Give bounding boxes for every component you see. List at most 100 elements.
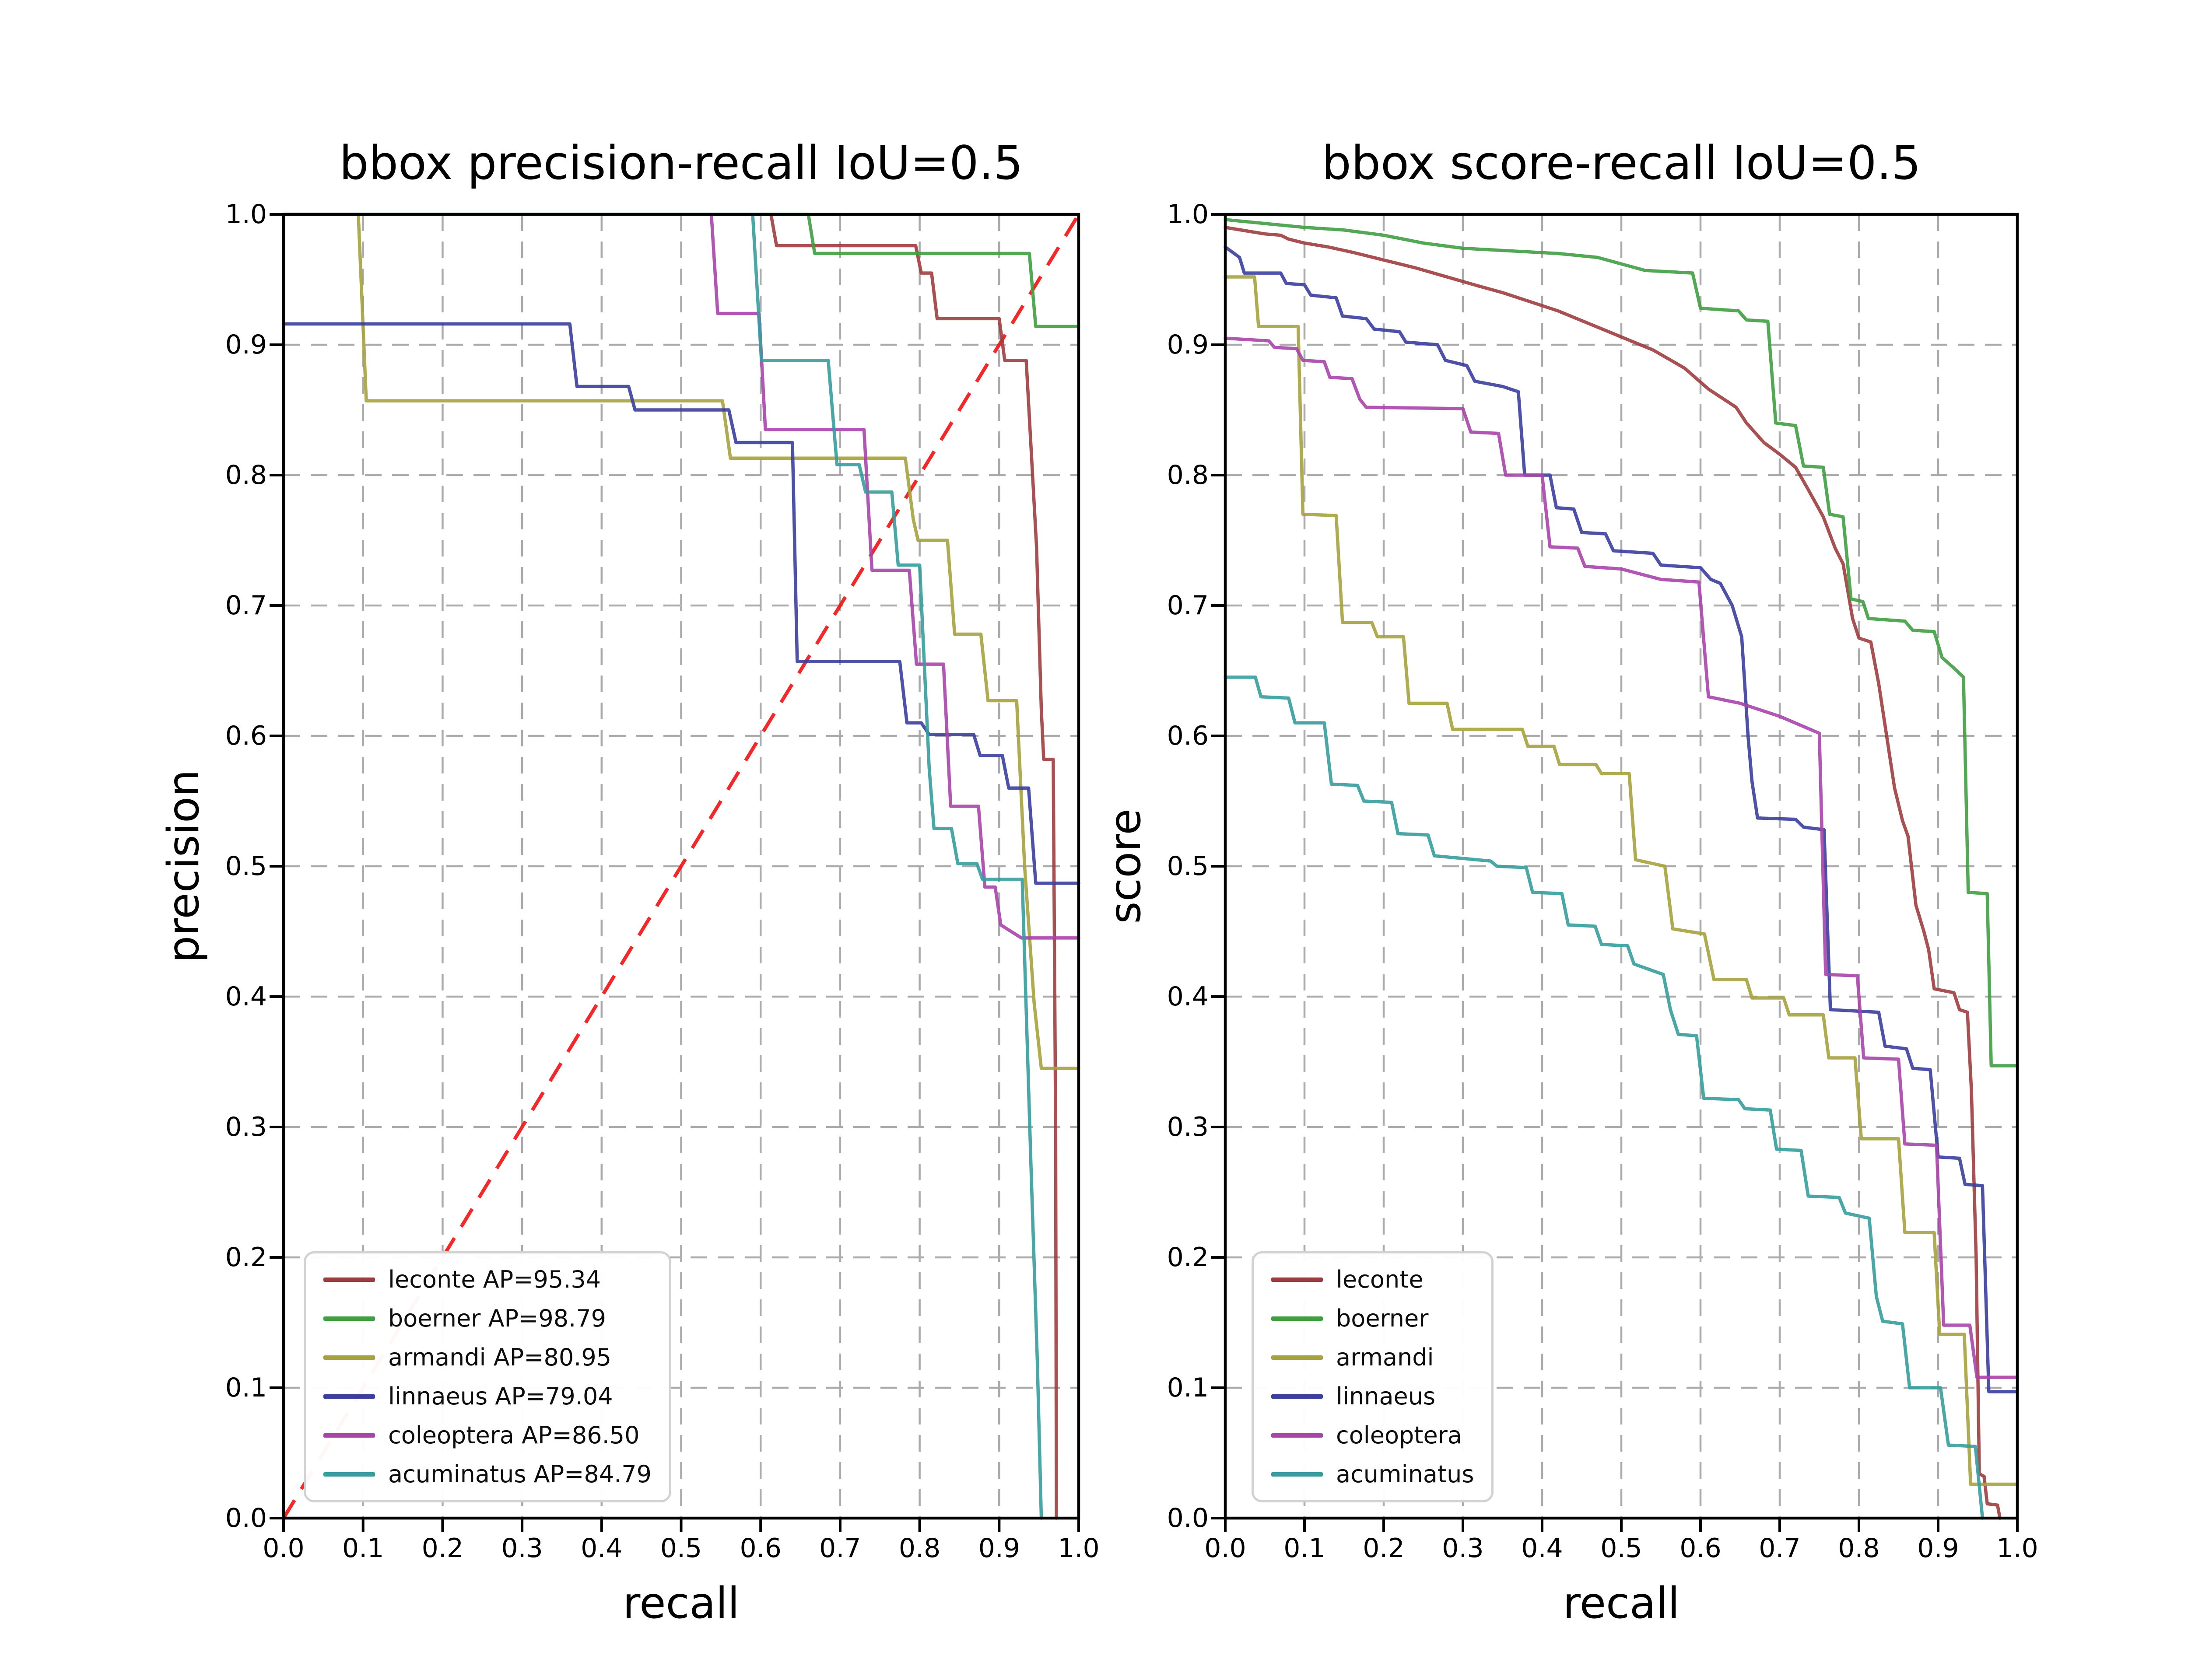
y-tick-label: 0.5	[225, 851, 267, 882]
legend-label: coleoptera AP=86.50	[388, 1421, 640, 1449]
legend-line-swatch	[1271, 1394, 1323, 1399]
x-tick-label: 0.7	[819, 1533, 861, 1564]
legend-item-linnaeus: linnaeus AP=79.04	[323, 1382, 652, 1410]
plot-canvas	[1211, 213, 2019, 1532]
legend: leconte AP=95.34 boerner AP=98.79 armandi …	[304, 1251, 671, 1502]
curve-acuminatus	[1224, 676, 1985, 1520]
y-tick-label: 0.2	[225, 1242, 267, 1273]
y-tick-label: 0.7	[225, 590, 267, 621]
x-tick-label: 0.0	[263, 1533, 305, 1564]
plot-title: bbox score-recall IoU=0.5	[1322, 136, 1921, 190]
x-tick-label: 0.8	[898, 1533, 941, 1564]
x-tick-label: 0.6	[1680, 1533, 1722, 1564]
plot-canvas	[270, 213, 1080, 1532]
y-tick-label: 1.0	[225, 199, 267, 230]
legend-label: linnaeus	[1336, 1382, 1436, 1410]
curve-coleoptera	[282, 213, 1080, 940]
legend-label: coleoptera	[1336, 1421, 1462, 1449]
curve-boerner	[1224, 218, 2019, 1068]
x-tick-label: 0.8	[1838, 1533, 1880, 1564]
legend-label: boerner AP=98.79	[388, 1305, 606, 1332]
y-tick-label: 0.6	[225, 721, 267, 751]
legend-item-linnaeus: linnaeus	[1271, 1382, 1474, 1410]
legend-line-swatch	[323, 1394, 375, 1399]
legend-label: leconte AP=95.34	[388, 1266, 601, 1293]
legend-line-swatch	[323, 1355, 375, 1360]
x-tick-label: 0.5	[660, 1533, 702, 1564]
curve-acuminatus	[282, 213, 1043, 1520]
curve-armandi	[1224, 275, 2019, 1486]
legend-item-armandi: armandi	[1271, 1344, 1474, 1371]
y-tick-label: 0.0	[1167, 1503, 1209, 1533]
legend-item-boerner: boerner	[1271, 1305, 1474, 1332]
legend-label: boerner	[1336, 1305, 1429, 1332]
y-tick-label: 0.0	[225, 1503, 267, 1533]
legend-label: armandi AP=80.95	[388, 1344, 612, 1371]
curve-armandi	[282, 213, 1080, 1070]
y-axis-label: score	[1101, 808, 1150, 924]
y-tick-label: 0.5	[1167, 851, 1209, 882]
legend-item-leconte: leconte	[1271, 1266, 1474, 1293]
legend-line-swatch	[323, 1277, 375, 1282]
y-tick-label: 0.4	[1167, 981, 1209, 1012]
legend-label: armandi	[1336, 1344, 1434, 1371]
x-tick-label: 0.6	[740, 1533, 782, 1564]
y-tick-label: 0.2	[1167, 1242, 1209, 1273]
legend: leconte boerner armandi linnaeus coleoptera a…	[1252, 1251, 1494, 1502]
y-tick-label: 1.0	[1167, 199, 1209, 230]
legend-line-swatch	[323, 1472, 375, 1477]
legend-label: linnaeus AP=79.04	[388, 1382, 613, 1410]
legend-label: leconte	[1336, 1266, 1424, 1293]
x-tick-label: 0.4	[581, 1533, 623, 1564]
curve-linnaeus	[282, 322, 1080, 885]
legend-line-swatch	[1271, 1277, 1323, 1282]
y-tick-label: 0.9	[1167, 329, 1209, 360]
precision-recall-plot: bbox precision-recall IoU=0.5 precision …	[159, 138, 1100, 1628]
legend-line-swatch	[1271, 1472, 1323, 1477]
x-tick-label: 0.2	[421, 1533, 464, 1564]
legend-item-acuminatus: acuminatus AP=84.79	[323, 1460, 652, 1488]
legend-line-swatch	[1271, 1355, 1323, 1360]
legend-item-coleoptera: coleoptera	[1271, 1421, 1474, 1449]
x-axis-label: recall	[1563, 1578, 1680, 1628]
x-axis-label: recall	[623, 1578, 740, 1628]
legend-line-swatch	[323, 1433, 375, 1438]
curve-coleoptera	[1224, 336, 2019, 1379]
x-tick-label: 0.3	[1442, 1533, 1484, 1564]
y-tick-label: 0.8	[1167, 460, 1209, 490]
x-tick-label: 0.5	[1600, 1533, 1642, 1564]
legend-item-acuminatus: acuminatus	[1271, 1460, 1474, 1488]
legend-item-armandi: armandi AP=80.95	[323, 1344, 652, 1371]
x-tick-label: 0.7	[1759, 1533, 1801, 1564]
x-tick-label: 1.0	[1996, 1533, 2038, 1564]
plot-title: bbox precision-recall IoU=0.5	[339, 136, 1023, 190]
curve-leconte	[282, 213, 1058, 1520]
y-tick-label: 0.7	[1167, 590, 1209, 621]
x-tick-label: 0.9	[978, 1533, 1020, 1564]
x-tick-label: 1.0	[1058, 1533, 1100, 1564]
score-recall-plot: bbox score-recall IoU=0.5 score recall 0…	[1101, 138, 2038, 1628]
curve-linnaeus	[1224, 245, 2019, 1393]
x-tick-label: 0.2	[1363, 1533, 1405, 1564]
legend-label: acuminatus	[1336, 1460, 1474, 1488]
y-tick-label: 0.3	[1167, 1112, 1209, 1142]
y-tick-label: 0.6	[1167, 721, 1209, 751]
legend-line-swatch	[323, 1316, 375, 1321]
legend-label: acuminatus AP=84.79	[388, 1460, 652, 1488]
legend-item-coleoptera: coleoptera AP=86.50	[323, 1421, 652, 1449]
y-axis-label: precision	[159, 769, 209, 963]
y-tick-label: 0.9	[225, 329, 267, 360]
y-tick-label: 0.8	[225, 460, 267, 490]
legend-item-boerner: boerner AP=98.79	[323, 1305, 652, 1332]
legend-item-leconte: leconte AP=95.34	[323, 1266, 652, 1293]
x-tick-label: 0.9	[1917, 1533, 1959, 1564]
x-tick-label: 0.0	[1204, 1533, 1246, 1564]
x-tick-label: 0.4	[1521, 1533, 1563, 1564]
curve-leconte	[1224, 226, 2002, 1520]
legend-line-swatch	[1271, 1316, 1323, 1321]
x-tick-label: 0.1	[342, 1533, 384, 1564]
x-tick-label: 0.3	[501, 1533, 543, 1564]
y-tick-label: 0.4	[225, 981, 267, 1012]
y-tick-label: 0.3	[225, 1112, 267, 1142]
